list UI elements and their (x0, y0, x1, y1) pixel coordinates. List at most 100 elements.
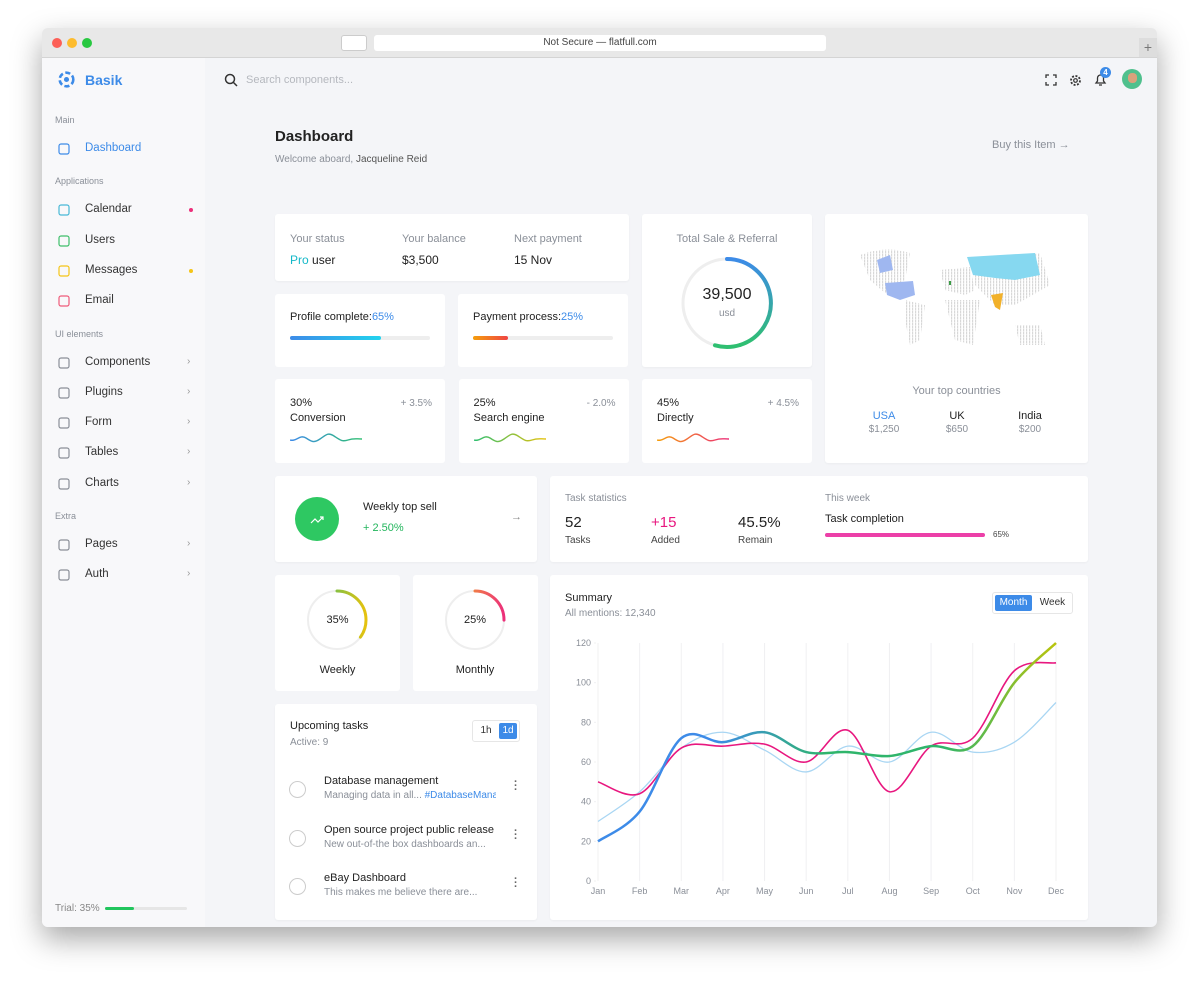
new-tab-button[interactable]: + (1139, 38, 1157, 57)
y-tick-label: 120 (576, 638, 591, 648)
stat-label: Tasks (565, 535, 591, 546)
nav-chevron: › (187, 355, 191, 367)
tasks-card (275, 704, 537, 920)
x-tick-label: Apr (716, 886, 730, 896)
settings-button[interactable] (1069, 74, 1082, 87)
nav-item[interactable] (58, 477, 198, 491)
nav-item[interactable] (58, 356, 198, 370)
icon-shape (58, 356, 70, 369)
notification-badge: 4 (1100, 67, 1111, 78)
search-input[interactable]: Search components... (246, 74, 354, 86)
task-checkbox[interactable] (289, 829, 306, 847)
avatar[interactable] (1122, 69, 1142, 89)
payment-date: 15 Nov (514, 253, 553, 267)
sparkline (657, 433, 729, 443)
nav-item[interactable] (58, 538, 198, 552)
task-menu[interactable]: · · · (514, 873, 518, 893)
world-map (860, 249, 1050, 345)
progress-fill (290, 336, 381, 340)
nav-label: Components (85, 355, 151, 368)
task-checkbox[interactable] (289, 878, 306, 895)
close-button[interactable] (52, 38, 62, 48)
top-sell-link[interactable]: → (511, 511, 522, 523)
tasks-title: Upcoming tasks (290, 720, 369, 732)
trial-fill (105, 907, 134, 910)
privacy-button[interactable] (341, 35, 367, 51)
nav-label: Users (85, 233, 116, 246)
y-tick-label: 40 (581, 797, 591, 807)
toggle-group (992, 592, 1073, 614)
ring-name: Weekly (319, 664, 356, 676)
task-text: New out-of-the box dashboards an... (324, 838, 486, 850)
country-value: $650 (945, 424, 969, 435)
country-name: UK (949, 410, 965, 422)
task-desc: This makes me believe there are... (324, 887, 496, 898)
chart-title: Summary (565, 592, 613, 604)
buy-button[interactable]: Buy this Item → (992, 139, 1070, 151)
task-title: Database management (324, 775, 439, 787)
minimize-button[interactable] (67, 38, 77, 48)
nav-icon (58, 539, 70, 551)
completion-fill (825, 533, 985, 537)
task-menu[interactable]: · · · (514, 776, 518, 796)
balance: $3,500 (402, 253, 439, 267)
nav-item[interactable] (58, 234, 198, 248)
metric-change: + 4.5% (767, 398, 799, 409)
total-sale-title: Total Sale & Referral (676, 233, 778, 245)
nav-label: Form (85, 416, 112, 429)
nav-item[interactable] (58, 386, 198, 400)
user-name: Jacqueline Reid (355, 154, 428, 165)
fullscreen-button[interactable] (1045, 74, 1057, 86)
x-tick-label: Mar (674, 886, 690, 896)
nav-item[interactable] (58, 294, 198, 308)
brand-name: Basik (85, 72, 123, 88)
icon-shape (58, 478, 70, 490)
progress-value: 65% (371, 311, 394, 323)
nav-icon (58, 356, 70, 369)
address-bar[interactable]: Not Secure — flatfull.com (374, 35, 826, 51)
nav-icon (58, 478, 70, 490)
nav-item[interactable] (58, 264, 198, 278)
nav-chevron: › (187, 476, 191, 488)
nav-section-title: Applications (55, 176, 104, 187)
nav-item[interactable] (58, 142, 198, 156)
task-checkbox[interactable] (289, 781, 306, 798)
x-tick-label: Aug (881, 886, 897, 896)
ring-value: 25% (463, 614, 487, 626)
y-tick-label: 20 (581, 836, 591, 846)
ring-arc (444, 589, 505, 651)
icon-shape (58, 417, 70, 429)
x-tick-label: Jun (799, 886, 814, 896)
welcome-text: Welcome aboard, (275, 154, 354, 165)
ring-card (275, 575, 400, 691)
toggle[interactable]: Week (1039, 597, 1066, 608)
nav-section-title: UI elements (55, 328, 104, 339)
total-sale-card (642, 214, 812, 367)
progress-name: Profile complete: (290, 311, 372, 323)
nav-label: Tables (85, 446, 119, 459)
buy-label: Buy this Item (992, 139, 1056, 151)
nav-item[interactable] (58, 568, 198, 582)
plan-suffix: user (312, 253, 336, 267)
metric-card (275, 379, 445, 463)
sparkline (290, 433, 362, 443)
nav-item[interactable] (58, 446, 198, 460)
tab-active[interactable]: 1d (499, 723, 517, 739)
y-tick-label: 100 (576, 678, 591, 688)
task-menu[interactable]: · · · (514, 824, 518, 845)
x-tick-label: Feb (632, 886, 648, 896)
nav-item[interactable] (58, 416, 198, 430)
progress-value: 25% (561, 311, 584, 323)
task-tag[interactable]: #DatabaseManagement (424, 790, 496, 801)
top-sell-change: + 2.50% (363, 522, 404, 534)
toggle-active[interactable]: Month (995, 595, 1032, 611)
tab[interactable]: 1h (480, 725, 492, 736)
nav-icon (58, 447, 70, 459)
zoom-button[interactable] (82, 38, 92, 48)
nav-icon (58, 234, 70, 247)
stat-value: +15 (651, 514, 677, 531)
icon-shape (58, 265, 70, 277)
nav-label: Plugins (85, 385, 123, 398)
nav-item[interactable] (58, 203, 198, 217)
icon-shape (58, 234, 70, 247)
